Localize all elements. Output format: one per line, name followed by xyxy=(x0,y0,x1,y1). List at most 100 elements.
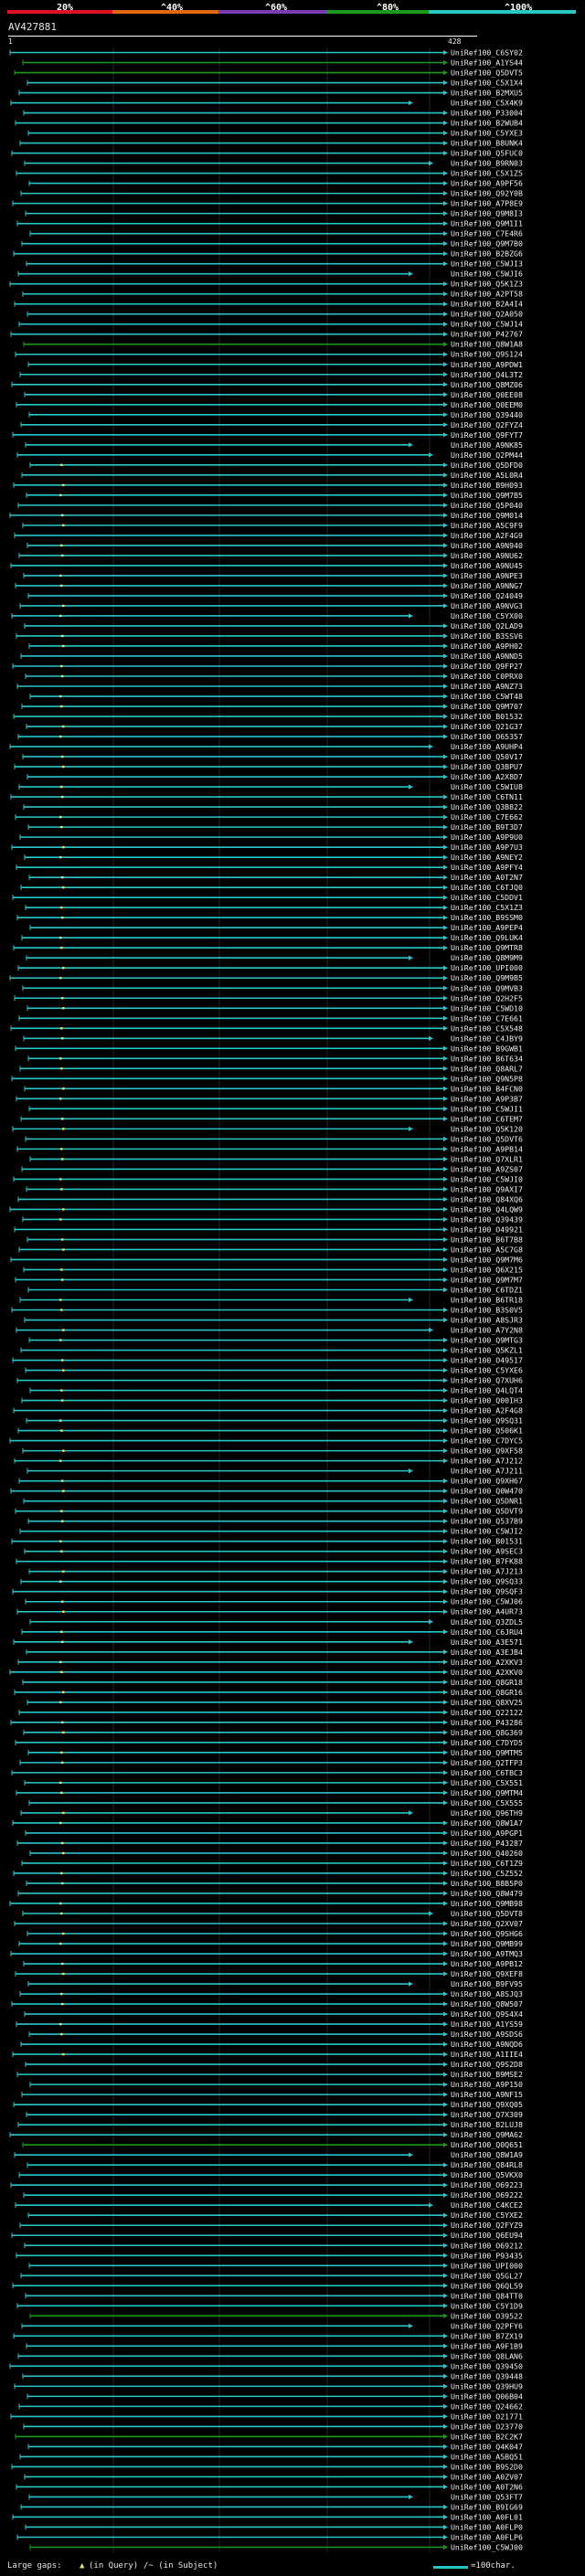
hit-accession-label[interactable]: UniRef100_Q9XQ05 xyxy=(451,2100,523,2109)
hit-accession-label[interactable]: UniRef100_Q0Q651 xyxy=(451,2140,523,2149)
hit-row[interactable]: UniRef100_Q0EEM0 xyxy=(16,400,523,409)
hit-accession-label[interactable]: UniRef100_B9SSM0 xyxy=(451,913,523,922)
hit-row[interactable]: UniRef100_A9NNG7 xyxy=(15,581,523,590)
hit-row[interactable]: UniRef100_A7P8E9 xyxy=(12,199,523,208)
hit-row[interactable]: UniRef100_Q9LUK4 xyxy=(21,933,523,942)
hit-row[interactable]: UniRef100_C5X555 xyxy=(28,1798,523,1807)
hit-accession-label[interactable]: UniRef100_Q8W479 xyxy=(451,1889,523,1898)
hit-accession-label[interactable]: UniRef100_Q9LUK4 xyxy=(451,933,523,942)
hit-row[interactable]: UniRef100_Q50V17 xyxy=(22,752,523,761)
hit-accession-label[interactable]: UniRef100_Q96TH9 xyxy=(451,1808,523,1818)
hit-row[interactable]: UniRef100_Q5DFD0 xyxy=(29,461,523,470)
hit-accession-label[interactable]: UniRef100_Q5DVT8 xyxy=(451,1909,523,1918)
hit-row[interactable]: UniRef100_Q39450 xyxy=(9,2361,523,2370)
hit-accession-label[interactable]: UniRef100_B9MSE2 xyxy=(451,2070,523,2079)
hit-row[interactable]: UniRef100_C5X1X4 xyxy=(27,79,523,88)
hit-accession-label[interactable]: UniRef100_A0FLP0 xyxy=(451,2522,523,2531)
hit-row[interactable]: UniRef100_Q06B04 xyxy=(27,2391,523,2401)
hit-accession-label[interactable]: UniRef100_Q21G37 xyxy=(451,722,523,731)
hit-row[interactable]: UniRef100_Q53FT7 xyxy=(28,2492,523,2501)
hit-accession-label[interactable]: UniRef100_C7DYC5 xyxy=(451,1436,523,1446)
hit-accession-label[interactable]: UniRef100_C5YXE2 xyxy=(451,2210,523,2220)
hit-accession-label[interactable]: UniRef100_B6T7B8 xyxy=(451,1235,523,1244)
hit-row[interactable]: UniRef100_UPI000 xyxy=(17,963,523,972)
hit-accession-label[interactable]: UniRef100_A9PF56 xyxy=(451,179,523,188)
hit-accession-label[interactable]: UniRef100_Q9XH67 xyxy=(451,1477,523,1486)
hit-accession-label[interactable]: UniRef100_Q8G369 xyxy=(451,1728,523,1737)
hit-row[interactable]: UniRef100_C5WJ14 xyxy=(18,320,523,329)
hit-accession-label[interactable]: UniRef100_Q9N5P8 xyxy=(451,1074,523,1083)
hit-row[interactable]: UniRef100_O23770 xyxy=(23,2422,523,2431)
hit-row[interactable]: UniRef100_B2MXU5 xyxy=(18,89,523,98)
hit-row[interactable]: UniRef100_A9NND5 xyxy=(20,652,523,661)
hit-accession-label[interactable]: UniRef100_C5X1X4 xyxy=(451,79,523,88)
hit-row[interactable]: UniRef100_A9UHP4 xyxy=(9,742,523,751)
hit-accession-label[interactable]: UniRef100_Q3BPU7 xyxy=(451,762,523,771)
hit-accession-label[interactable]: UniRef100_Q9MTM5 xyxy=(451,1748,523,1757)
hit-row[interactable]: UniRef100_Q3ZDL5 xyxy=(29,1617,523,1627)
hit-accession-label[interactable]: UniRef100_B3S0V5 xyxy=(451,1306,523,1315)
hit-accession-label[interactable]: UniRef100_B8B5P0 xyxy=(451,1879,523,1888)
hit-accession-label[interactable]: UniRef100_Q4L3T2 xyxy=(451,370,523,379)
hit-accession-label[interactable]: UniRef100_A9PB12 xyxy=(451,1959,523,1968)
hit-accession-label[interactable]: UniRef100_Q9AXI7 xyxy=(451,1184,523,1193)
hit-row[interactable]: UniRef100_C6TN11 xyxy=(10,792,523,801)
hit-accession-label[interactable]: UniRef100_Q6EU94 xyxy=(451,2231,523,2240)
hit-row[interactable]: UniRef100_O39522 xyxy=(29,2311,523,2320)
hit-row[interactable]: UniRef100_Q2PM44 xyxy=(16,451,523,460)
hit-row[interactable]: UniRef100_Q6QL59 xyxy=(12,2281,523,2290)
hit-accession-label[interactable]: UniRef100_Q39448 xyxy=(451,2371,523,2380)
hit-accession-label[interactable]: UniRef100_A9NK85 xyxy=(451,440,523,450)
hit-row[interactable]: UniRef100_A9PFY4 xyxy=(16,863,523,872)
hit-accession-label[interactable]: UniRef100_P43287 xyxy=(451,1839,523,1848)
hit-row[interactable]: UniRef100_Q8LAN6 xyxy=(17,2351,523,2360)
hit-row[interactable]: UniRef100_Q9XF58 xyxy=(22,1447,523,1456)
hit-row[interactable]: UniRef100_Q21G37 xyxy=(26,722,523,731)
hit-row[interactable]: UniRef100_A9NU62 xyxy=(18,551,523,560)
hit-row[interactable]: UniRef100_A2XKV0 xyxy=(9,1668,523,1677)
hit-accession-label[interactable]: UniRef100_A9PFY4 xyxy=(451,863,523,872)
hit-accession-label[interactable]: UniRef100_A9NND5 xyxy=(451,652,523,661)
hit-accession-label[interactable]: UniRef100_P93435 xyxy=(451,2251,523,2260)
hit-accession-label[interactable]: UniRef100_C5YXE3 xyxy=(451,129,523,138)
hit-row[interactable]: UniRef100_B9IG69 xyxy=(20,2502,523,2511)
hit-accession-label[interactable]: UniRef100_C5YXE6 xyxy=(451,1366,523,1375)
hit-accession-label[interactable]: UniRef100_B01532 xyxy=(451,712,523,721)
hit-row[interactable]: UniRef100_A9NK85 xyxy=(25,440,523,450)
hit-row[interactable]: UniRef100_A9NVG3 xyxy=(19,601,523,610)
hit-row[interactable]: UniRef100_B01531 xyxy=(11,1537,523,1546)
hit-row[interactable]: UniRef100_C6JRU4 xyxy=(21,1627,523,1637)
hit-accession-label[interactable]: UniRef100_A3EJB4 xyxy=(451,1648,523,1657)
hit-row[interactable]: UniRef100_B9MSE2 xyxy=(16,2070,523,2079)
hit-accession-label[interactable]: UniRef100_A2PT58 xyxy=(451,290,523,299)
hit-row[interactable]: UniRef100_P42767 xyxy=(10,330,523,339)
hit-row[interactable]: UniRef100_O49921 xyxy=(14,1224,523,1234)
hit-accession-label[interactable]: UniRef100_A7J211 xyxy=(451,1467,523,1476)
hit-accession-label[interactable]: UniRef100_A9F1B9 xyxy=(451,2341,523,2350)
hit-row[interactable]: UniRef100_Q24049 xyxy=(27,591,523,600)
hit-accession-label[interactable]: UniRef100_Q9MTG3 xyxy=(451,1336,523,1345)
hit-row[interactable]: UniRef100_B4FCN0 xyxy=(24,1084,523,1093)
hit-accession-label[interactable]: UniRef100_Q8W1A7 xyxy=(451,1818,523,1828)
hit-row[interactable]: UniRef100_Q7XLR1 xyxy=(29,1154,523,1163)
hit-row[interactable]: UniRef100_Q9SQ33 xyxy=(20,1577,523,1586)
hit-row[interactable]: UniRef100_Q96TH9 xyxy=(20,1808,523,1818)
hit-accession-label[interactable]: UniRef100_C6TJQ0 xyxy=(451,883,523,892)
hit-row[interactable]: UniRef100_Q8GR16 xyxy=(14,1688,523,1697)
hit-accession-label[interactable]: UniRef100_Q9M7B0 xyxy=(451,239,523,249)
hit-row[interactable]: UniRef100_A0T2N6 xyxy=(16,2482,523,2491)
hit-accession-label[interactable]: UniRef100_Q5K1Z3 xyxy=(451,280,523,289)
hit-accession-label[interactable]: UniRef100_C5WJI2 xyxy=(451,1527,523,1536)
hit-accession-label[interactable]: UniRef100_A9PEP4 xyxy=(451,923,523,932)
hit-accession-label[interactable]: UniRef100_O49921 xyxy=(451,1224,523,1234)
hit-row[interactable]: UniRef100_Q5K1Z3 xyxy=(9,280,523,289)
hit-accession-label[interactable]: UniRef100_Q9XF58 xyxy=(451,1447,523,1456)
hit-row[interactable]: UniRef100_Q9S4X4 xyxy=(24,2009,523,2019)
hit-accession-label[interactable]: UniRef100_P43286 xyxy=(451,1718,523,1727)
hit-row[interactable]: UniRef100_A9P7U3 xyxy=(11,843,523,852)
hit-accession-label[interactable]: UniRef100_A9P7U3 xyxy=(451,843,523,852)
hit-row[interactable]: UniRef100_A2X8D7 xyxy=(27,772,523,781)
hit-accession-label[interactable]: UniRef100_Q84XQ6 xyxy=(451,1194,523,1203)
hit-accession-label[interactable]: UniRef100_Q7X309 xyxy=(451,2110,523,2119)
hit-row[interactable]: UniRef100_Q40260 xyxy=(29,1849,523,1858)
